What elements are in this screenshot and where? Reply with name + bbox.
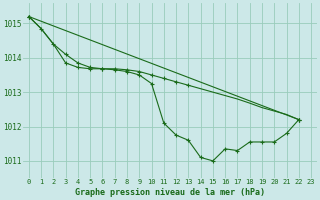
X-axis label: Graphe pression niveau de la mer (hPa): Graphe pression niveau de la mer (hPa) bbox=[75, 188, 265, 197]
